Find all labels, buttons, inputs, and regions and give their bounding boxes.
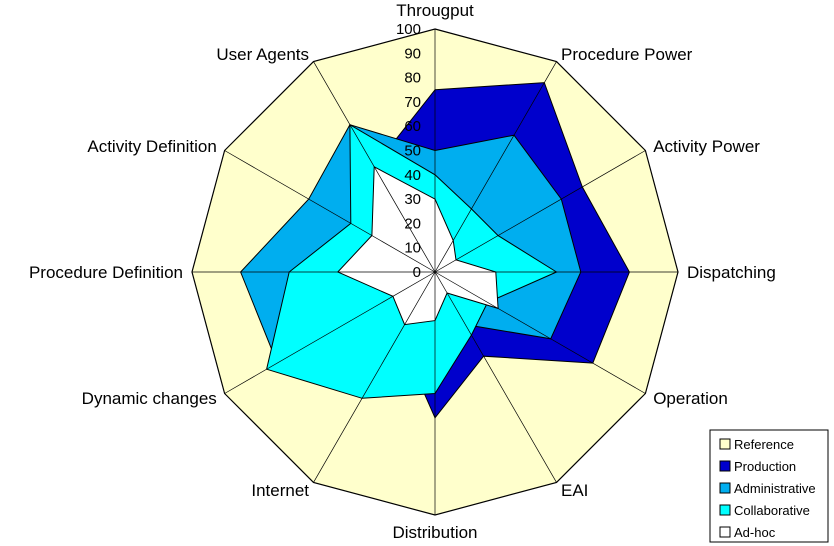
- axis-label-activity-definition: Activity Definition: [87, 137, 216, 156]
- series-layer: [240, 82, 630, 419]
- axis-spoke-internet: [313, 271, 436, 483]
- tick-label-70: 70: [404, 94, 421, 111]
- axis-label-layer: Througput Procedure Power Activity Power Di…: [29, 1, 776, 542]
- tick-label-40: 40: [404, 167, 421, 184]
- axis-label-dynamic-changes: Dynamic changes: [82, 389, 217, 408]
- axis-spoke-eai: [434, 271, 557, 483]
- tick-label-80: 80: [404, 70, 421, 87]
- tick-layer: 0 10 20 30 40 50 60 70 80 90 100: [396, 21, 421, 281]
- axis-spoke-activity-power: [434, 150, 646, 273]
- tick-label-10: 10: [404, 240, 421, 257]
- legend-swatch-production: [719, 460, 731, 472]
- tick-label-30: 30: [404, 191, 421, 208]
- legend-label-reference: Reference: [734, 437, 794, 452]
- legend-swatch-ad-hoc: [719, 526, 731, 538]
- axis-label-eai: EAI: [561, 481, 588, 500]
- tick-label-50: 50: [404, 143, 421, 160]
- axis-spoke-dynamic-changes: [224, 271, 436, 394]
- axis-spoke-operation: [434, 271, 646, 394]
- axis-label-distribution: Distribution: [392, 523, 477, 542]
- axis-label-procedure-power: Procedure Power: [561, 45, 693, 64]
- axis-label-dispatching: Dispatching: [687, 263, 776, 282]
- axis-label-procedure-definition: Procedure Definition: [29, 263, 183, 282]
- legend-swatch-collaborative: [719, 504, 731, 516]
- tick-label-60: 60: [404, 118, 421, 135]
- legend-swatch-reference: [719, 438, 731, 450]
- axis-label-user-agents: User Agents: [216, 45, 309, 64]
- grid-layer: [192, 29, 678, 515]
- tick-label-0: 0: [413, 264, 421, 281]
- axis-spoke-activity-definition: [224, 150, 436, 273]
- legend-label-administrative: Administrative: [734, 481, 816, 496]
- legend-label-ad-hoc: Ad-hoc: [734, 525, 776, 540]
- legend-label-production: Production: [734, 459, 796, 474]
- axis-label-activity-power: Activity Power: [653, 137, 760, 156]
- tick-label-90: 90: [404, 45, 421, 62]
- legend: Reference Production Administrative Coll…: [709, 429, 829, 543]
- tick-label-100: 100: [396, 21, 421, 38]
- tick-label-20: 20: [404, 215, 421, 232]
- axis-spoke-procedure-power: [434, 61, 557, 273]
- axis-label-througput: Througput: [396, 1, 474, 20]
- axis-spoke-user-agents: [313, 61, 436, 273]
- legend-swatch-administrative: [719, 482, 731, 494]
- axis-label-internet: Internet: [251, 481, 309, 500]
- legend-label-collaborative: Collaborative: [734, 503, 810, 518]
- axis-label-operation: Operation: [653, 389, 728, 408]
